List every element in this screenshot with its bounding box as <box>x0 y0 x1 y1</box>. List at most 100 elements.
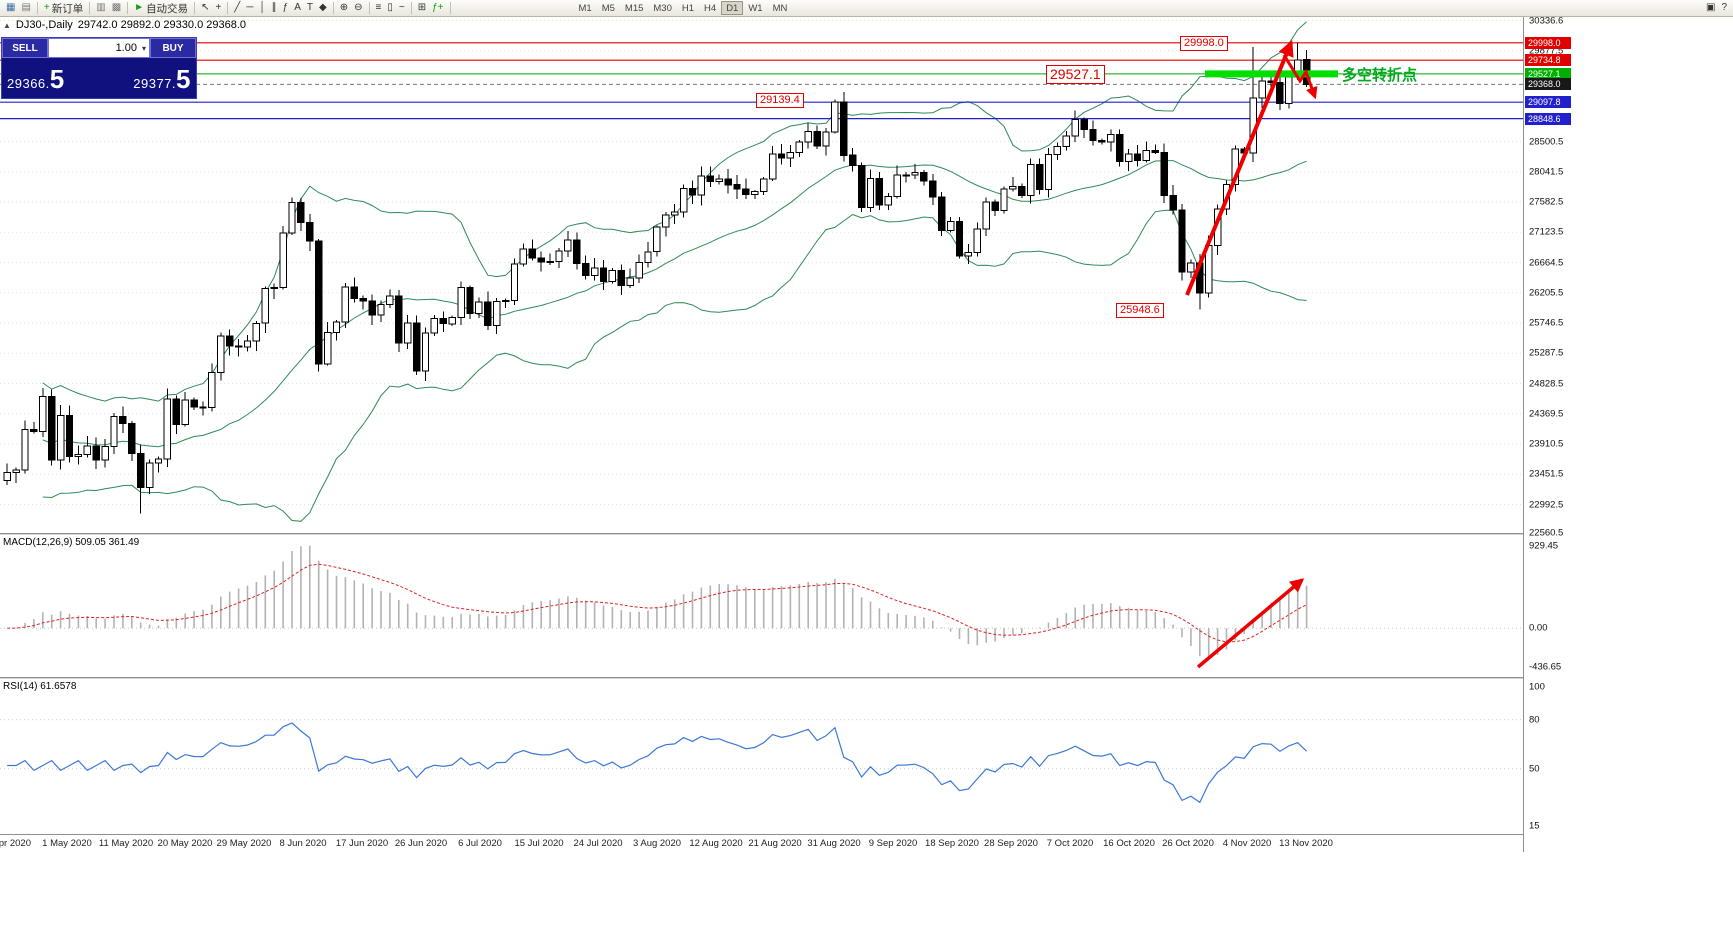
rsi-pane[interactable]: RSI(14) 61.6578 <box>0 679 1523 834</box>
zoom-in-icon: ⊕ <box>339 2 349 13</box>
price-axis[interactable]: 30336.6 29877.5 28500.5 28041.5 27582.5 27123… <box>1523 15 1733 852</box>
rsi-axis-tick: 15 <box>1529 820 1540 832</box>
date-label: 12 Aug 2020 <box>689 838 743 849</box>
label-tool-button[interactable]: T <box>304 1 316 16</box>
price-axis-tick: 24828.5 <box>1529 378 1564 389</box>
buy-button[interactable]: BUY <box>150 38 196 58</box>
macd-axis-tick: 929.45 <box>1529 540 1559 552</box>
price-label-29139[interactable]: 29139.4 <box>756 93 804 108</box>
rsi-axis-tick: 100 <box>1529 681 1545 693</box>
zoom-out-button[interactable]: ⊖ <box>351 1 365 16</box>
macd-signal-line <box>7 563 1307 643</box>
sell-price[interactable]: 29366.5 <box>7 64 65 95</box>
date-label: 3 Aug 2020 <box>632 838 682 849</box>
main-chart-canvas[interactable] <box>0 17 1523 533</box>
text-tool-icon: A <box>294 2 301 13</box>
price-tag-29998.0: 29998.0 <box>1525 36 1571 49</box>
new-chart-button[interactable]: ▦ <box>3 1 18 16</box>
indicators-icon: ƒ+ <box>432 2 444 13</box>
date-label: 6 Jul 2020 <box>458 838 502 849</box>
crosshair-tool-button[interactable]: + <box>212 1 224 16</box>
shapes-tool-button[interactable]: ◆ <box>316 1 330 16</box>
sell-button[interactable]: SELL <box>2 38 48 58</box>
new-order-button-label: 新订单 <box>51 2 84 15</box>
candlestick-series <box>3 42 1311 514</box>
price-label-29998[interactable]: 29998.0 <box>1180 36 1228 51</box>
cursor-tool-icon: ↖ <box>201 2 210 13</box>
profiles-button[interactable]: ▤ <box>18 1 33 16</box>
vertical-line-tool-button[interactable]: │ <box>256 1 268 16</box>
one-click-toggle-icon[interactable]: ▲ <box>3 20 11 30</box>
fibonacci-tool-button[interactable]: ƒ <box>280 1 292 16</box>
line-chart-button[interactable]: ~ <box>396 1 408 16</box>
toolbar-tools: ▦ ▤ + 新订单 ▥ ▩ ► 自动交易 ↖ + ╱ ─ │ ∥ ƒ A T ◆ ⊕ ⊖ ≡ ▯ ~ ⊞ ƒ+ <box>3 0 454 17</box>
timeframe-H4[interactable]: H4 <box>704 3 717 14</box>
price-axis-tick: 24369.5 <box>1529 408 1564 420</box>
macd-pane[interactable]: MACD(12,26,9) 509.05 361.49 <box>0 535 1523 677</box>
annotation-pivot-text[interactable]: 多空转折点 <box>1342 67 1418 84</box>
fibonacci-tool-icon: ƒ <box>282 2 289 13</box>
volume-input[interactable] <box>49 42 139 54</box>
timeframe-M30[interactable]: M30 <box>653 3 672 14</box>
timeframe-M15[interactable]: M15 <box>624 3 644 14</box>
trend-arrow <box>1282 54 1318 100</box>
chart-window-button[interactable]: ▣ <box>1703 1 1718 16</box>
toolbar-separator <box>89 2 91 14</box>
chart-symbol-period: DJ30-,Daily <box>15 19 73 31</box>
bar-chart-button[interactable]: ≡ <box>373 1 385 16</box>
main-chart-pane[interactable]: ▲ DJ30-,Daily 29742.0 29892.0 29330.0 29… <box>0 17 1523 533</box>
candlestick-chart-button[interactable]: ▯ <box>384 1 396 16</box>
grid-button[interactable]: ⊞ <box>415 1 429 16</box>
toolbar-separator <box>36 2 38 14</box>
toolbar-separator <box>368 2 370 14</box>
timeframe-D1[interactable]: D1 <box>721 1 744 15</box>
cursor-tool-button[interactable]: ↖ <box>198 1 212 16</box>
buy-price[interactable]: 29377.5 <box>133 64 191 95</box>
date-label: 17 Jun 2020 <box>335 838 389 849</box>
trendline-tool-button[interactable]: ╱ <box>231 1 243 16</box>
bollinger-middle-band <box>42 160 1307 448</box>
timeframe-H1[interactable]: H1 <box>681 3 695 14</box>
date-label: 16 Oct 2020 <box>1103 838 1155 849</box>
rsi-axis-tick: 80 <box>1529 714 1540 726</box>
timeframe-M5[interactable]: M5 <box>601 3 615 14</box>
date-label: 24 Jul 2020 <box>573 838 623 849</box>
date-label: 7 Oct 2020 <box>1046 838 1094 849</box>
horizontal-line-tool-button[interactable]: ─ <box>243 1 256 16</box>
timeframe-M1[interactable]: M1 <box>578 3 592 14</box>
timeframe-toolbar: M1 M5 M15 M30 H1 H4 D1 W1 MN <box>574 0 793 17</box>
macd-label: MACD(12,26,9) 509.05 361.49 <box>3 537 140 548</box>
pane-separator[interactable] <box>0 533 1733 535</box>
shapes-tool-icon: ◆ <box>319 2 327 13</box>
zoom-in-button[interactable]: ⊕ <box>337 1 351 16</box>
date-label: 1 May 2020 <box>42 838 92 849</box>
text-tool-button[interactable]: A <box>291 1 304 16</box>
new-order-button[interactable]: + 新订单 <box>41 1 86 16</box>
bid-ask-prices: 29366.5 29377.5 <box>2 58 196 100</box>
date-label: 26 Jun 2020 <box>394 838 448 849</box>
tile-windows-button[interactable]: ▥ <box>93 1 108 16</box>
toolbar-separator <box>449 2 451 14</box>
price-label-25948[interactable]: 25948.6 <box>1116 303 1164 318</box>
volume-spinner-icon[interactable]: ▾ <box>141 43 146 53</box>
cascade-windows-icon: ▩ <box>111 2 122 13</box>
volume-field[interactable]: ▾ <box>48 38 150 58</box>
timeframe-W1[interactable]: W1 <box>748 3 763 14</box>
indicators-button[interactable]: ƒ+ <box>429 1 446 16</box>
toolbar-separator <box>332 2 334 14</box>
help-button[interactable]: ? <box>1718 1 1730 16</box>
pane-separator[interactable] <box>0 677 1733 679</box>
auto-trading-button-label: 自动交易 <box>146 2 189 15</box>
cascade-windows-button[interactable]: ▩ <box>109 1 124 16</box>
date-label: 9 Sep 2020 <box>868 838 918 849</box>
price-axis-tick: 27123.5 <box>1529 226 1564 238</box>
price-label-29527[interactable]: 29527.1 <box>1046 65 1105 84</box>
channel-tool-button[interactable]: ∥ <box>269 1 280 16</box>
help-icon: ? <box>1721 2 1727 13</box>
timeframe-MN[interactable]: MN <box>772 3 788 14</box>
auto-trading-button[interactable]: ► 自动交易 <box>131 1 191 16</box>
bollinger-lower-band <box>42 209 1307 522</box>
price-axis-tick: 26664.5 <box>1529 257 1564 268</box>
rsi-label: RSI(14) 61.6578 <box>3 681 77 692</box>
